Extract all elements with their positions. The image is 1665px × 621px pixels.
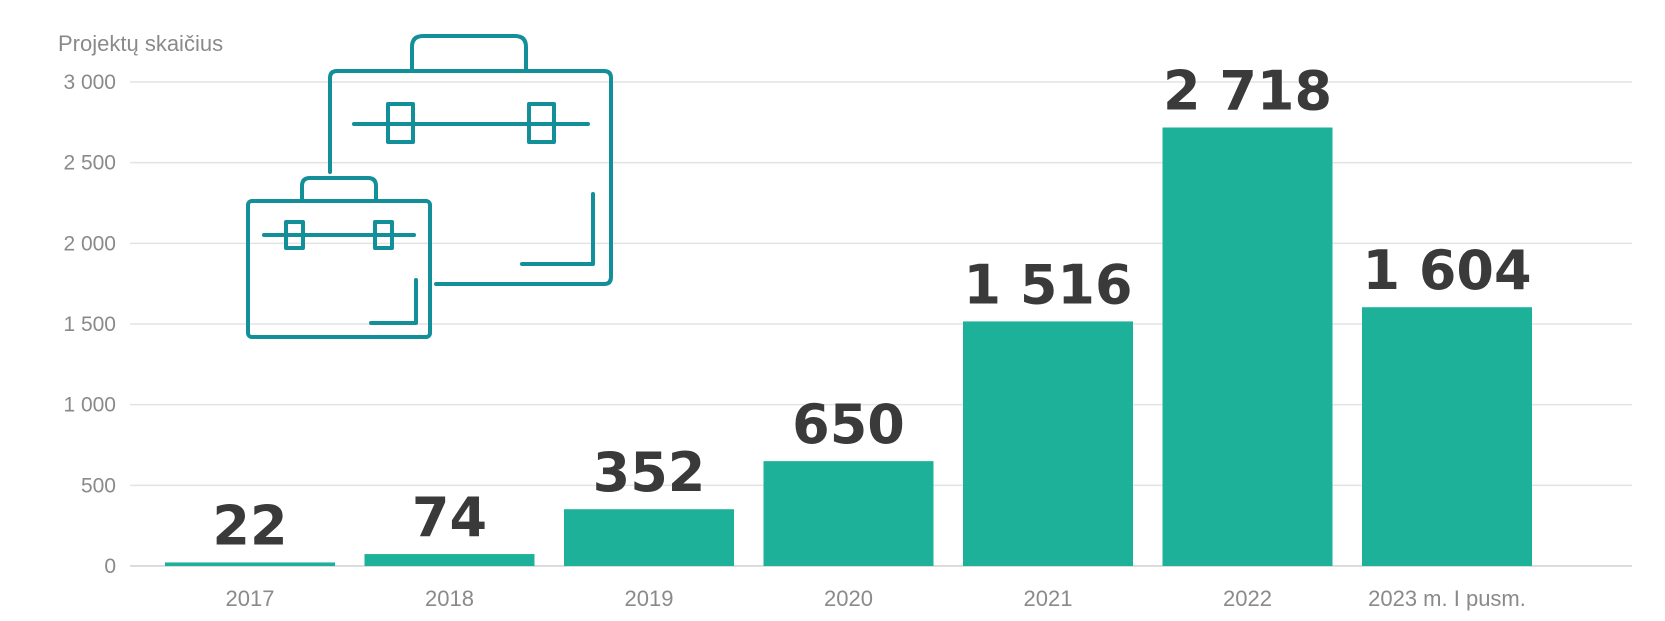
value-labels-layer: 22 74 352 650 1 516 2 718 1 604 (212, 59, 1531, 557)
bars-layer (165, 127, 1532, 566)
data-label: 1 604 (1362, 239, 1531, 302)
data-label: 650 (792, 393, 905, 456)
x-axis-tick-label: 2018 (425, 586, 474, 611)
y-axis-label: Projektų skaičius (58, 31, 223, 56)
y-axis-tick-label: 1 000 (63, 394, 116, 417)
bar (763, 461, 934, 566)
y-axis-tick-label: 1 500 (63, 313, 116, 336)
x-axis-tick-label: 2021 (1024, 586, 1073, 611)
bar (564, 509, 734, 566)
y-axis-tick-label: 3 000 (63, 71, 116, 94)
y-axis-tick-label: 2 000 (63, 232, 116, 255)
data-label: 74 (412, 486, 487, 549)
x-axis-tick-label: 2020 (824, 586, 873, 611)
x-axis-tick-label: 2023 m. I pusm. (1368, 586, 1526, 611)
data-label: 352 (593, 441, 706, 504)
x-axis-tick-labels: 2017 2018 2019 2020 2021 2022 2023 m. I pusm. (226, 586, 1526, 611)
data-label: 2 718 (1163, 59, 1332, 122)
bar (165, 562, 335, 566)
data-label: 1 516 (963, 253, 1132, 316)
y-axis-tick-label: 2 500 (63, 152, 116, 175)
y-axis-tick-label: 0 (104, 555, 116, 578)
bar (963, 321, 1133, 566)
bar (1162, 127, 1333, 566)
bar (1362, 307, 1532, 566)
bar (364, 554, 535, 566)
data-label: 22 (212, 494, 287, 557)
briefcase-icon (246, 34, 613, 339)
x-axis-tick-label: 2017 (226, 586, 275, 611)
x-axis-tick-label: 2019 (625, 586, 674, 611)
x-axis-tick-label: 2022 (1223, 586, 1272, 611)
y-axis-tick-label: 500 (81, 474, 116, 497)
